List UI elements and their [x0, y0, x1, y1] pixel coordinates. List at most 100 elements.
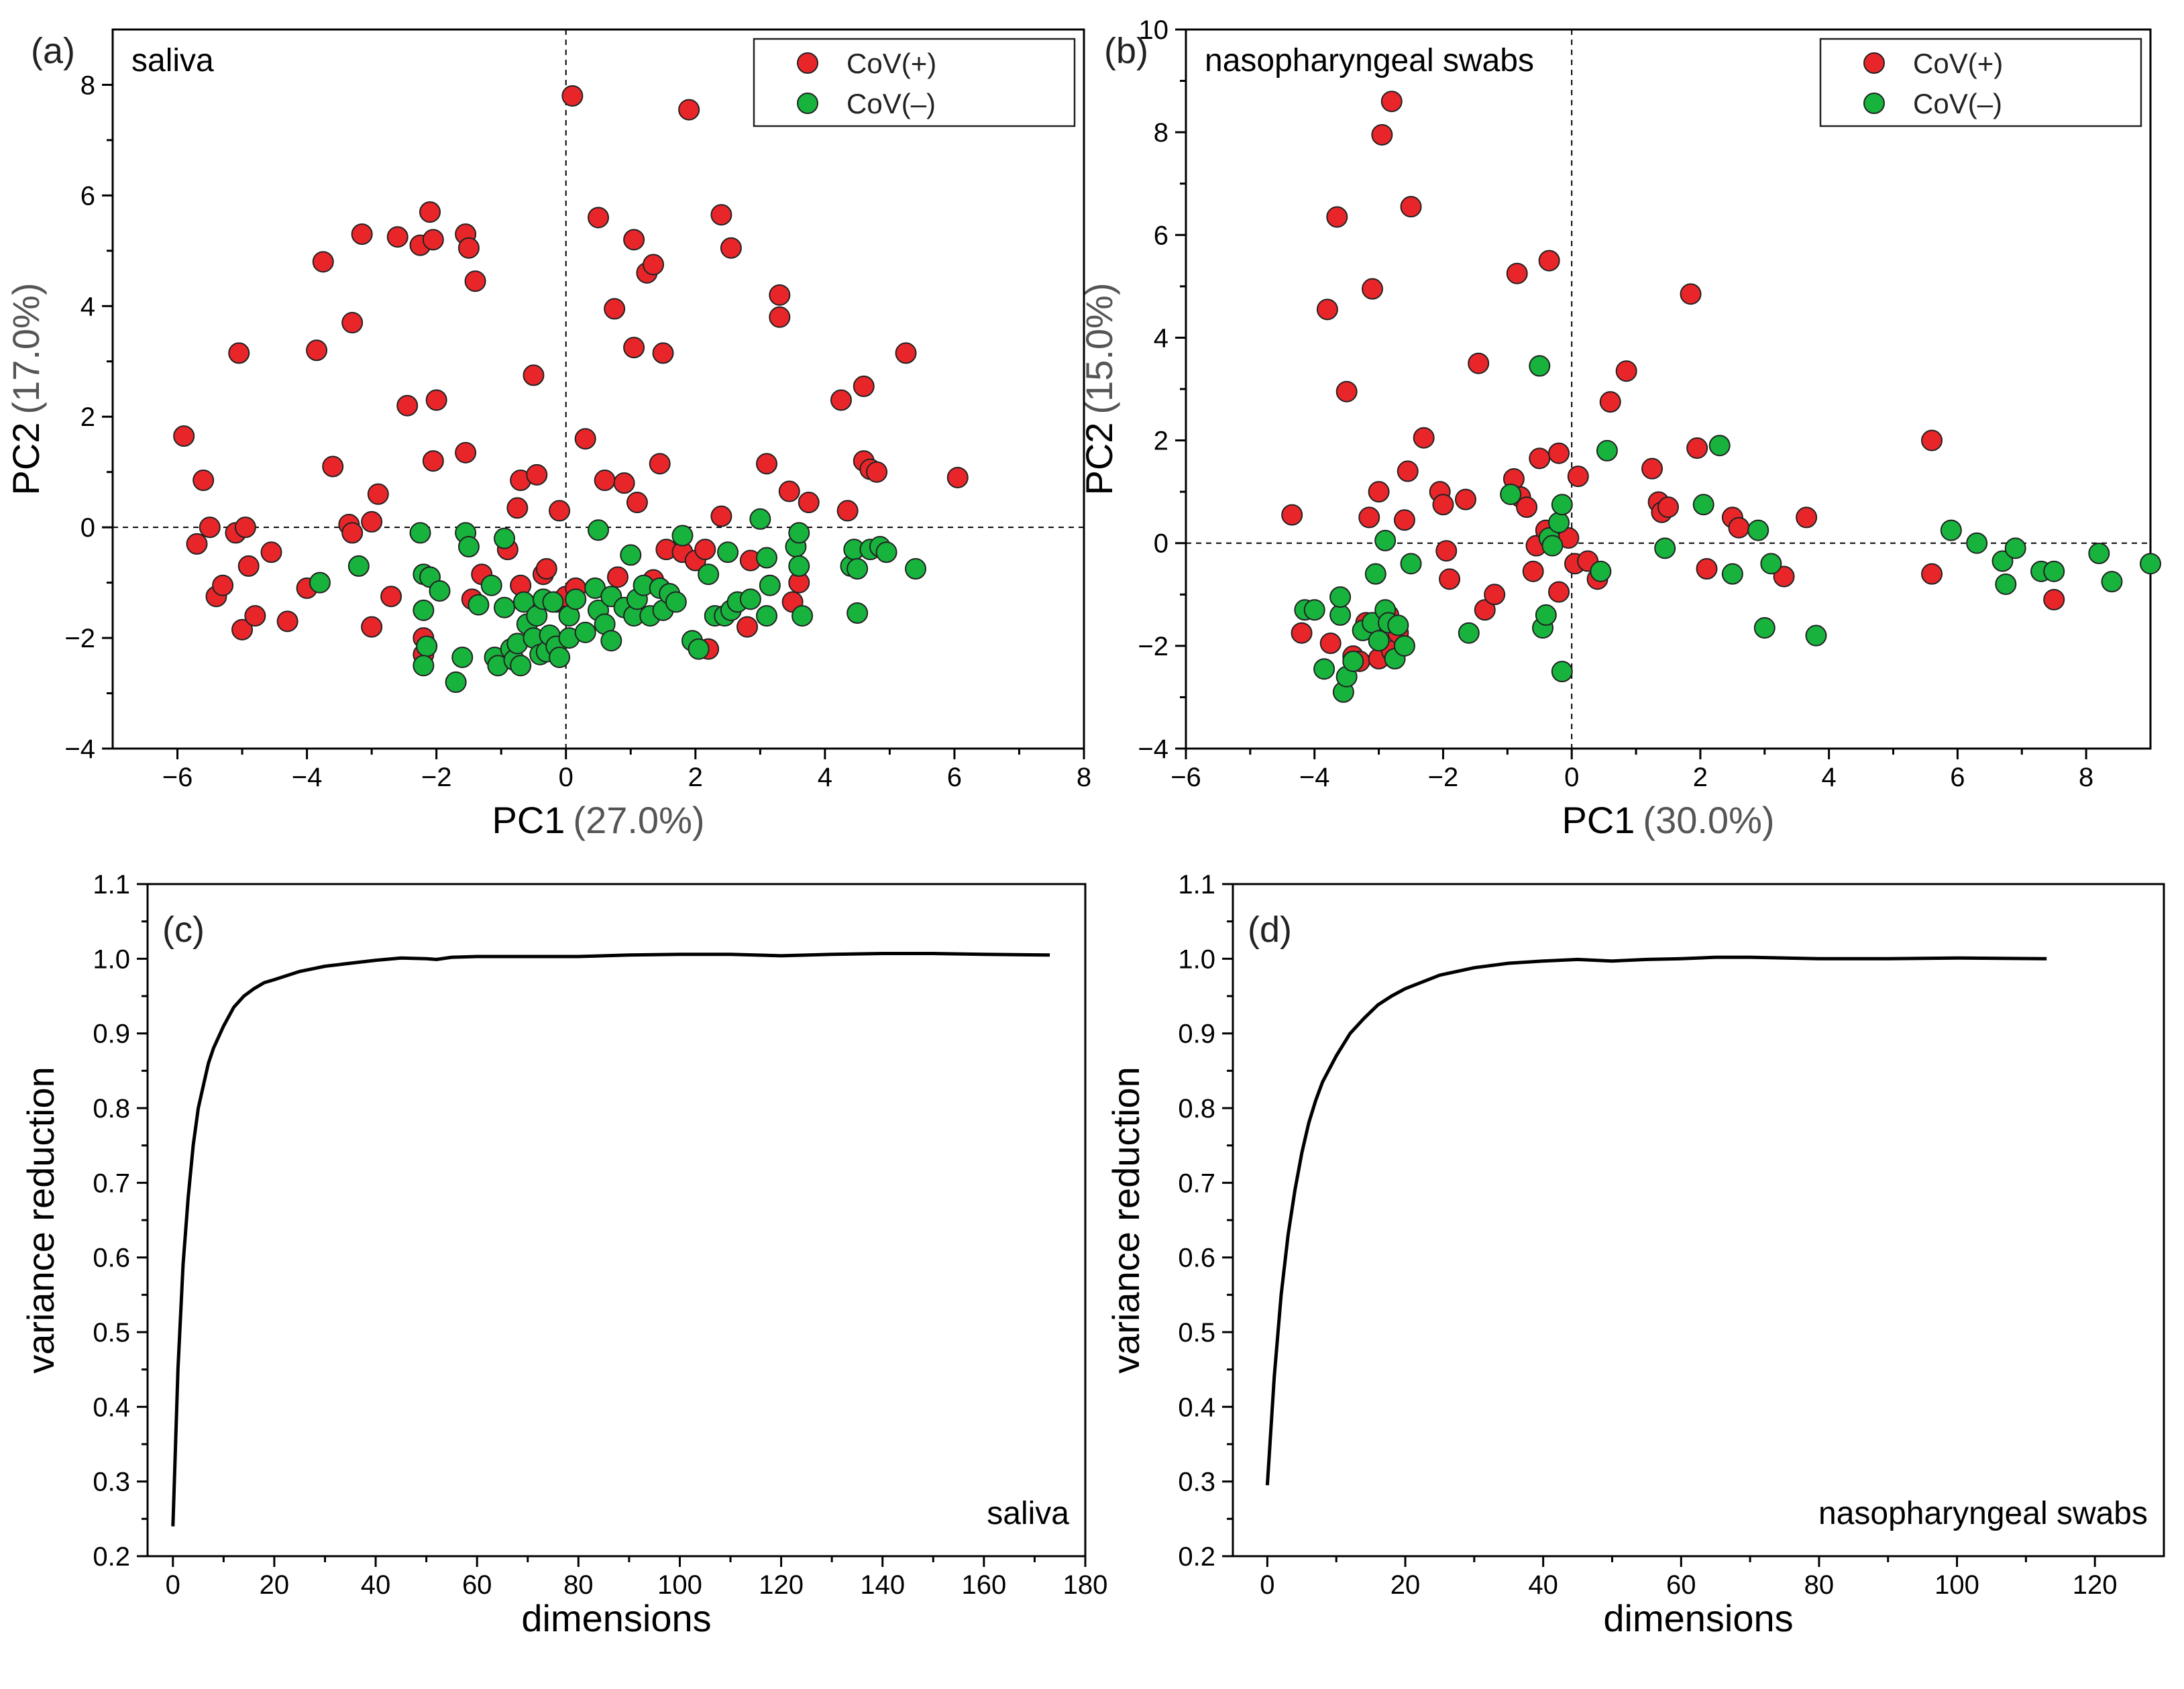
y-tick-label: 0.7: [1178, 1168, 1215, 1198]
x-tick-label: 120: [759, 1570, 804, 1600]
x-tick-label: 0: [1260, 1570, 1274, 1600]
data-point: [1596, 439, 1618, 461]
x-axis-pct: (27.0%): [573, 799, 704, 841]
data-point: [905, 558, 927, 580]
x-tick-label: 2: [688, 763, 703, 792]
data-point: [604, 298, 626, 320]
data-point: [1303, 599, 1325, 621]
x-tick-label: 0: [1564, 763, 1579, 792]
panel-label: (b): [1104, 31, 1148, 71]
y-tick-label: 4: [80, 292, 95, 321]
plot-frame: [1232, 883, 2165, 1558]
y-tick-label: 10: [1139, 15, 1169, 45]
data-point: [710, 204, 732, 226]
data-point: [847, 602, 869, 624]
data-point: [480, 574, 502, 596]
x-tick-label: 60: [462, 1570, 492, 1600]
data-point: [565, 588, 587, 610]
data-point: [1995, 573, 2017, 595]
data-point: [769, 306, 791, 328]
data-point: [1358, 506, 1380, 529]
data-point: [549, 646, 571, 668]
data-point: [1760, 553, 1782, 575]
y-tick-label: 0.7: [93, 1168, 130, 1198]
data-point: [419, 201, 441, 223]
data-point: [1368, 630, 1390, 652]
y-tick-label: −4: [1138, 734, 1168, 764]
data-point: [1657, 496, 1679, 519]
y-tick-label: 8: [1154, 118, 1168, 148]
data-point: [510, 655, 532, 677]
series-cov-negative: [1294, 355, 2161, 703]
sample-label: nasopharyngeal swabs: [1205, 43, 1534, 78]
panel-d: 0 20 40 60 80 100 120 0.2 0.3 0.4 0.5 0.6 0.7 0.8 0.9 1…: [1105, 870, 2165, 1639]
data-point: [1522, 560, 1544, 582]
data-point: [847, 558, 869, 580]
y-tick-label: 1.1: [93, 870, 130, 900]
data-point: [1940, 519, 1962, 541]
data-point: [698, 563, 720, 586]
data-point: [1329, 586, 1352, 608]
data-point: [759, 574, 781, 596]
series-cov-negative: [309, 508, 927, 694]
data-point: [830, 389, 852, 411]
data-point: [717, 541, 739, 563]
data-point: [671, 525, 694, 547]
data-point: [678, 99, 700, 121]
data-point: [455, 441, 477, 464]
data-point: [1455, 488, 1477, 510]
series-cov-positive: [173, 85, 969, 665]
y-tick-label: 1.0: [1178, 944, 1215, 974]
data-point: [694, 539, 716, 561]
data-point: [749, 508, 771, 530]
data-point: [1991, 550, 2014, 572]
legend-label: CoV(–): [847, 88, 936, 119]
data-point: [347, 555, 370, 577]
y-tick-label: 0.6: [1178, 1244, 1215, 1273]
y-axis-pct: (17.0%): [5, 282, 47, 414]
data-point: [244, 605, 266, 627]
data-point: [2088, 543, 2110, 565]
data-point: [1641, 457, 1663, 480]
x-tick-label: 80: [563, 1570, 594, 1600]
x-tick-label: 8: [2079, 763, 2093, 792]
y-tick-label: 2: [80, 402, 95, 432]
data-point: [2043, 588, 2065, 610]
x-tick-label: 160: [961, 1570, 1006, 1600]
y-tick-label: 0: [1154, 529, 1168, 559]
x-axis-title: dimensions: [1603, 1597, 1793, 1639]
data-point: [623, 229, 645, 251]
data-point: [1921, 563, 1943, 585]
x-axis-title: PC1 (27.0%): [492, 799, 704, 841]
data-point: [425, 389, 447, 411]
data-point: [186, 533, 208, 555]
data-point: [594, 470, 616, 492]
x-tick-label: 40: [1528, 1570, 1558, 1600]
data-point: [361, 510, 383, 533]
data-point: [422, 229, 444, 251]
data-point: [422, 450, 444, 472]
data-point: [588, 519, 609, 541]
y-tick-label: 8: [80, 70, 95, 100]
data-point: [413, 599, 435, 621]
y-tick-label: 1.1: [1178, 870, 1215, 900]
x-axis-name: dimensions: [521, 1597, 711, 1639]
data-point: [755, 453, 777, 475]
data-point: [234, 516, 256, 539]
data-point: [643, 254, 665, 276]
data-point: [535, 558, 557, 580]
data-point: [836, 500, 859, 522]
y-tick-label: 0.9: [1178, 1020, 1215, 1049]
legend-marker: [797, 52, 818, 74]
data-point: [380, 586, 402, 608]
data-point: [875, 541, 897, 563]
x-tick-label: 4: [1822, 763, 1837, 792]
x-tick-label: 6: [1950, 763, 1965, 792]
data-point: [1432, 494, 1454, 516]
data-point: [1316, 298, 1338, 321]
data-point: [2140, 553, 2161, 575]
data-point: [1753, 617, 1776, 639]
panel-c: 0 20 40 60 80 100 120 140 160 180 0.2 0.3 0.4 0.5 0.6 0…: [19, 870, 1107, 1639]
data-point: [1796, 506, 1818, 529]
